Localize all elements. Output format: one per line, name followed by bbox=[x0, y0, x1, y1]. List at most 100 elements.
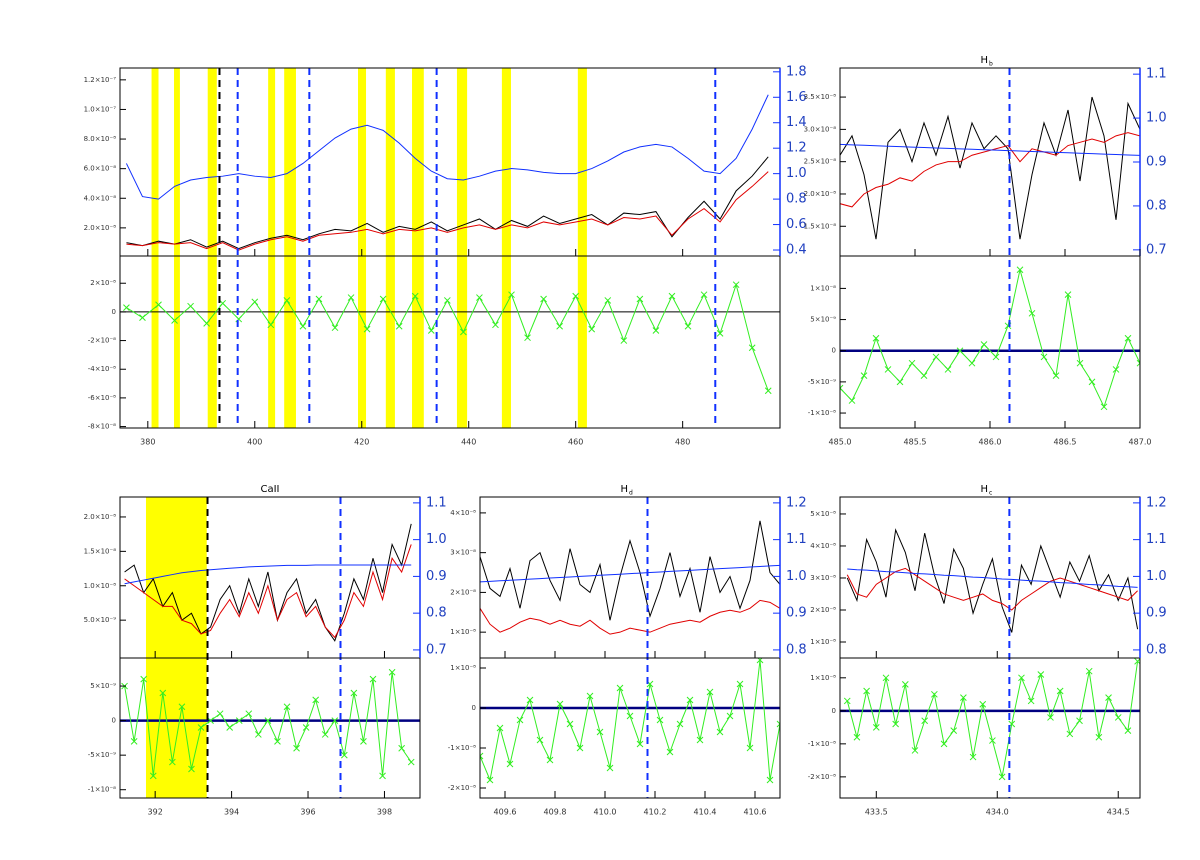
residual-marker bbox=[546, 756, 554, 764]
residual-marker bbox=[254, 731, 262, 738]
residual-marker bbox=[123, 304, 130, 311]
residual-frame bbox=[119, 657, 421, 799]
residual-marker bbox=[1124, 334, 1132, 342]
spectrum-line bbox=[124, 544, 412, 639]
residual-marker bbox=[940, 740, 948, 748]
panel-title: H bbox=[980, 55, 988, 66]
y2-tick-label: 1.1 bbox=[1146, 532, 1167, 547]
residual-marker bbox=[315, 295, 323, 303]
residual-marker bbox=[312, 696, 320, 704]
residual-marker bbox=[656, 716, 664, 724]
masked-band bbox=[174, 68, 180, 428]
residual-y-tick-label: -5×10⁻⁹ bbox=[808, 378, 836, 386]
residual-marker bbox=[302, 724, 310, 731]
y2-tick-label: 1.0 bbox=[786, 166, 807, 181]
residual-marker bbox=[920, 372, 928, 380]
masked-band bbox=[501, 68, 511, 428]
y2-tick-label: 1.0 bbox=[786, 569, 807, 584]
panel-title: CaII bbox=[260, 484, 279, 495]
residual-marker bbox=[901, 681, 909, 688]
residual-marker bbox=[950, 727, 958, 734]
y-tick-label: 5×10⁻⁸ bbox=[810, 510, 836, 518]
x-tick-label: 380 bbox=[140, 438, 155, 447]
residual-marker bbox=[321, 731, 329, 738]
residual-marker bbox=[524, 334, 531, 342]
residual-marker bbox=[872, 723, 880, 731]
residual-y-tick-label: -2×10⁻⁸ bbox=[808, 773, 836, 781]
panel: 1×10⁻⁸ 2×10⁻⁸ 3×10⁻⁸ 4×10⁻⁸ 5×10⁻⁸ 0.8 0.9 1.0 1… bbox=[808, 484, 1167, 817]
residual-marker bbox=[726, 712, 734, 720]
residual-marker bbox=[979, 700, 987, 708]
y-tick-label: 3×10⁻⁸ bbox=[450, 549, 476, 557]
residual-marker bbox=[203, 320, 210, 327]
residual-marker bbox=[331, 324, 339, 332]
residual-marker bbox=[188, 765, 195, 773]
spectrum-line bbox=[126, 156, 769, 250]
residual-marker bbox=[980, 341, 988, 348]
residual-marker bbox=[843, 697, 851, 705]
spectrum-line bbox=[124, 523, 412, 642]
residual-marker bbox=[360, 737, 367, 745]
panel: 1.5×10⁻⁸ 2.0×10⁻⁸ 2.5×10⁻⁸ 3.0×10⁻⁸ 3.5×10⁻⁸… bbox=[804, 55, 1167, 447]
x-tick-label: 487.0 bbox=[1129, 438, 1152, 447]
residual-marker bbox=[476, 294, 483, 301]
panel-title-subscript: d bbox=[629, 490, 633, 497]
residual-marker bbox=[596, 728, 604, 736]
residual-marker bbox=[347, 294, 355, 301]
residual-marker bbox=[932, 353, 940, 361]
residual-marker bbox=[921, 717, 929, 725]
y2-tick-label: 1.0 bbox=[426, 532, 447, 547]
residual-marker bbox=[1016, 266, 1024, 274]
y2-tick-label: 0.7 bbox=[426, 642, 447, 657]
residual-marker bbox=[267, 321, 275, 329]
x-tick-label: 440 bbox=[461, 438, 476, 447]
x-tick-label: 485.5 bbox=[904, 438, 927, 447]
residual-marker bbox=[696, 736, 704, 744]
y-tick-label: 2.0×10⁻⁸ bbox=[804, 190, 837, 198]
residual-marker bbox=[508, 291, 515, 299]
spectrum-line bbox=[846, 528, 1139, 633]
residual-marker bbox=[1040, 353, 1048, 361]
residual-marker bbox=[379, 772, 386, 780]
y2-tick-label: 1.4 bbox=[786, 115, 807, 130]
residual-marker bbox=[1027, 697, 1035, 705]
x-tick-label: 409.6 bbox=[494, 808, 517, 817]
residual-marker bbox=[969, 753, 977, 761]
y2-tick-label: 1.1 bbox=[1146, 67, 1167, 82]
residual-y-tick-label: -1×10⁻⁸ bbox=[448, 744, 476, 752]
residual-marker bbox=[556, 322, 563, 330]
residual-marker bbox=[130, 737, 138, 745]
x-tick-label: 400 bbox=[247, 438, 262, 447]
panel-title-subscript: b bbox=[989, 61, 993, 68]
residual-marker bbox=[411, 292, 419, 300]
residual-marker bbox=[369, 675, 377, 683]
y2-tick-label: 0.9 bbox=[426, 569, 447, 584]
residual-marker bbox=[860, 372, 868, 380]
y2-tick-label: 1.1 bbox=[426, 495, 447, 510]
residual-marker bbox=[274, 737, 281, 745]
residual-marker bbox=[1114, 714, 1122, 721]
y-tick-label: 8.0×10⁻⁸ bbox=[84, 135, 117, 143]
residual-y-tick-label: 5×10⁻⁹ bbox=[810, 316, 836, 324]
x-tick-label: 409.8 bbox=[544, 808, 567, 817]
residual-marker bbox=[219, 299, 227, 307]
residual-marker bbox=[944, 366, 952, 373]
residual-marker bbox=[264, 717, 272, 724]
residual-marker bbox=[388, 668, 396, 676]
residual-y-tick-label: -1×10⁻⁸ bbox=[88, 786, 116, 794]
y2-tick-label: 0.8 bbox=[1146, 198, 1167, 213]
residual-marker bbox=[427, 327, 435, 334]
y-tick-label: 1.2×10⁻⁷ bbox=[84, 76, 117, 84]
residual-marker bbox=[1085, 667, 1093, 675]
masked-band bbox=[207, 68, 217, 428]
masked-band bbox=[385, 68, 395, 428]
residual-marker bbox=[140, 675, 148, 683]
residual-marker bbox=[716, 728, 724, 736]
y2-tick-label: 1.1 bbox=[786, 532, 807, 547]
y-tick-label: 6.0×10⁻⁸ bbox=[84, 165, 117, 173]
residual-marker bbox=[606, 764, 614, 772]
residual-marker bbox=[566, 720, 574, 728]
residual-marker bbox=[331, 717, 339, 724]
residual-marker bbox=[460, 328, 467, 336]
